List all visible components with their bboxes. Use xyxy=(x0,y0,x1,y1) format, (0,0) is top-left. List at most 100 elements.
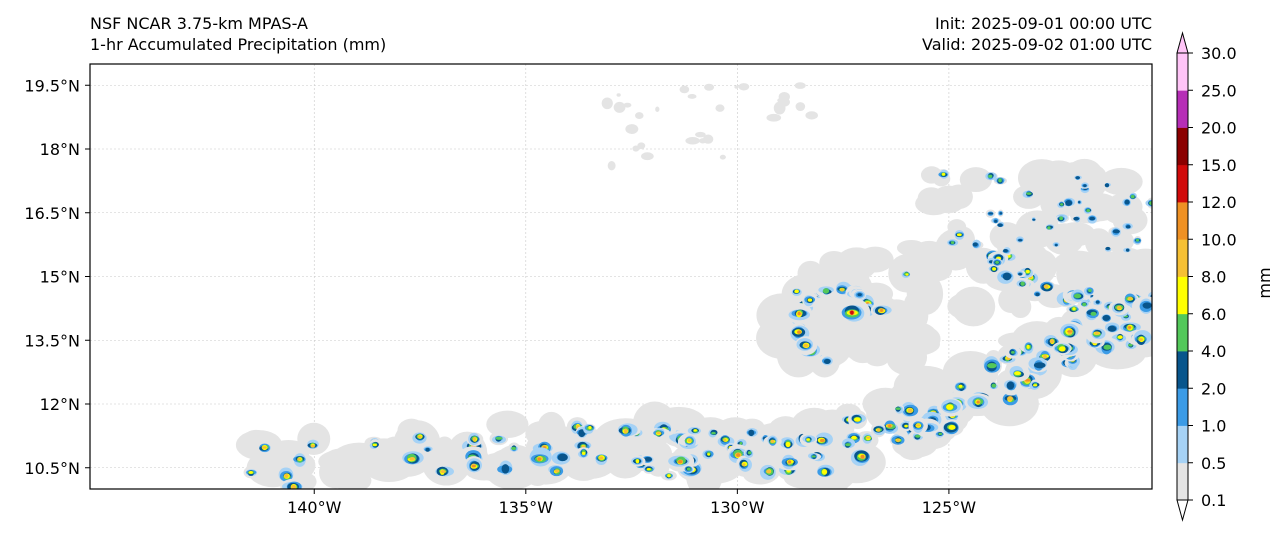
precip-core xyxy=(1138,338,1144,341)
precip-light xyxy=(878,336,905,359)
precip-light xyxy=(1099,167,1143,196)
precip-light xyxy=(607,160,616,171)
precip-core xyxy=(865,436,870,439)
colorbar-tick-label: 20.0 xyxy=(1201,119,1237,138)
precip-light xyxy=(637,142,646,150)
precip-light xyxy=(766,113,782,122)
precip-core xyxy=(1065,200,1073,206)
lat-tick-label: 10.5°N xyxy=(24,459,80,478)
precip-core xyxy=(1072,307,1076,311)
precip-core xyxy=(1105,246,1111,251)
precip-core xyxy=(854,417,861,422)
precip-core xyxy=(888,424,892,428)
precip-light xyxy=(333,468,372,489)
precip-core xyxy=(876,428,881,432)
precip-core xyxy=(1033,362,1046,369)
precip-core xyxy=(823,358,831,365)
precip-core xyxy=(417,435,422,439)
precip-light xyxy=(1017,159,1066,197)
precip-core xyxy=(992,267,997,271)
precip-core xyxy=(976,400,980,404)
precip-core xyxy=(1090,311,1097,316)
precip-core xyxy=(1117,335,1123,339)
precip-core xyxy=(987,362,997,369)
model-title: NSF NCAR 3.75-km MPAS-A xyxy=(90,14,308,33)
precip-core xyxy=(785,441,791,448)
lon-tick-label: 140°W xyxy=(287,498,342,517)
precip-core xyxy=(821,469,828,475)
precip-core xyxy=(880,308,883,313)
precip-core xyxy=(262,446,267,449)
precip-core xyxy=(1058,346,1066,352)
precip-core xyxy=(537,457,542,462)
lat-tick-label: 18°N xyxy=(40,140,80,159)
precip-light xyxy=(625,124,639,134)
precip-light xyxy=(695,131,706,138)
precip-core xyxy=(904,424,908,428)
precip-core xyxy=(1047,226,1051,230)
precip-core xyxy=(797,311,801,316)
precip-core xyxy=(687,439,692,443)
precip-light xyxy=(607,437,638,459)
precip-core xyxy=(501,464,510,474)
lat-tick-label: 13.5°N xyxy=(24,331,80,350)
precip-core xyxy=(1054,243,1058,247)
precip-core xyxy=(1067,330,1073,333)
precip-core xyxy=(851,435,857,440)
precip-core xyxy=(471,464,477,468)
title-block-left: NSF NCAR 3.75-km MPAS-A 1-hr Accumulated… xyxy=(90,13,386,55)
precip-core xyxy=(1088,288,1092,293)
precip-core xyxy=(747,451,752,455)
precip-core xyxy=(1094,331,1100,335)
lon-tick-label: 125°W xyxy=(922,498,977,517)
precip-core xyxy=(794,289,799,294)
precip-core xyxy=(811,455,816,458)
precip-light xyxy=(655,106,660,112)
colorbar: 0.1 0.5 1.0 2.0 4.0 6.0 8.0 10.0 12.0 15.0 20.0 25.… xyxy=(1176,31,1237,522)
precip-core xyxy=(797,330,802,334)
precip-core xyxy=(1049,338,1055,344)
precip-core xyxy=(1104,183,1110,188)
precip-core xyxy=(1107,325,1117,332)
precip-core xyxy=(736,453,741,457)
precip-core xyxy=(284,473,289,478)
precip-light xyxy=(795,102,806,111)
precip-core xyxy=(440,470,446,474)
precip-core xyxy=(297,457,302,461)
precip-core xyxy=(950,241,955,245)
precip-core xyxy=(1149,201,1152,206)
precip-core xyxy=(1043,284,1049,289)
precip-core xyxy=(1103,344,1112,350)
lon-tick-label: 135°W xyxy=(499,498,554,517)
precip-core xyxy=(948,425,956,430)
precip-core xyxy=(1112,229,1120,234)
precip-core xyxy=(1127,296,1133,301)
precip-core xyxy=(667,474,671,478)
precip-light xyxy=(931,185,966,214)
longitude-axis: 140°W 135°W 130°W 125°W xyxy=(287,489,976,517)
precip-core xyxy=(623,428,628,434)
precip-core xyxy=(1102,315,1111,321)
precip-core xyxy=(860,454,865,459)
precip-core xyxy=(707,453,711,456)
colorbar-tick-label: 25.0 xyxy=(1201,81,1237,100)
colorbar-segment xyxy=(1177,127,1188,166)
precip-core xyxy=(857,293,862,297)
precip-light xyxy=(794,82,806,89)
precip-light xyxy=(959,167,992,193)
precip-core xyxy=(1083,184,1087,188)
colorbar-segment xyxy=(1177,425,1188,464)
colorbar-tick-label: 2.0 xyxy=(1201,379,1226,398)
precip-light xyxy=(632,145,640,152)
precip-core xyxy=(635,459,640,464)
precip-core xyxy=(588,425,592,430)
colorbar-segment xyxy=(1177,90,1188,128)
precip-core xyxy=(845,443,851,447)
precip-light xyxy=(679,85,690,94)
colorbar-segment xyxy=(1177,53,1188,91)
precip-core xyxy=(409,456,416,461)
precip-core xyxy=(1059,216,1064,221)
precip-core xyxy=(723,438,727,442)
precip-core xyxy=(946,404,954,410)
precip-light xyxy=(704,83,715,91)
